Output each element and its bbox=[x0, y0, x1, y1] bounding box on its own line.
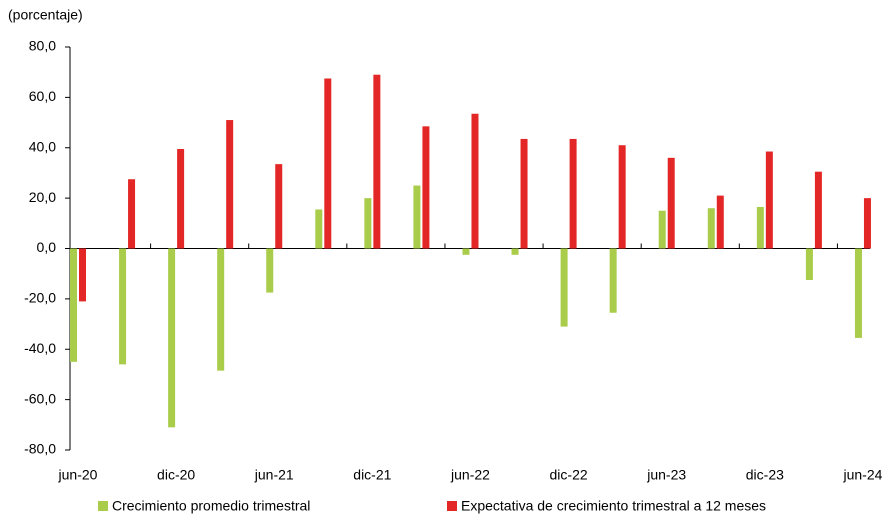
legend-swatch bbox=[447, 501, 457, 511]
bar bbox=[618, 145, 626, 249]
bar bbox=[658, 210, 666, 249]
bar bbox=[667, 157, 675, 249]
x-tick-label: dic-22 bbox=[550, 467, 588, 483]
bar bbox=[560, 248, 568, 327]
bar bbox=[756, 206, 764, 249]
y-tick-label: -40,0 bbox=[24, 340, 56, 356]
bar bbox=[373, 74, 381, 249]
bar bbox=[413, 185, 421, 249]
bar bbox=[814, 171, 822, 249]
bar bbox=[854, 248, 862, 338]
y-tick-label: 80,0 bbox=[29, 38, 56, 54]
bar bbox=[765, 151, 773, 249]
bar bbox=[511, 248, 519, 255]
bar bbox=[79, 248, 86, 302]
y-tick-label: -60,0 bbox=[24, 390, 56, 406]
bar bbox=[520, 138, 528, 249]
x-tick-label: dic-20 bbox=[157, 467, 195, 483]
chart-title: (porcentaje) bbox=[8, 7, 83, 23]
x-tick-label: dic-21 bbox=[353, 467, 391, 483]
y-tick-label: 40,0 bbox=[29, 138, 56, 154]
bar bbox=[462, 248, 470, 255]
x-tick-label: jun-21 bbox=[254, 467, 294, 483]
bar bbox=[177, 149, 185, 249]
bar bbox=[226, 120, 234, 249]
y-tick-label: -80,0 bbox=[24, 441, 56, 457]
bar bbox=[422, 126, 430, 249]
bar bbox=[119, 248, 127, 365]
bar bbox=[217, 248, 225, 371]
bar bbox=[707, 208, 715, 249]
x-tick-label: jun-24 bbox=[842, 467, 882, 483]
legend-label: Crecimiento promedio trimestral bbox=[112, 498, 310, 514]
bar bbox=[70, 248, 77, 362]
bar bbox=[266, 248, 274, 293]
legend-label: Expectativa de crecimiento trimestral a … bbox=[461, 498, 766, 514]
bar bbox=[315, 209, 323, 249]
bar bbox=[275, 164, 283, 249]
x-tick-label: jun-22 bbox=[450, 467, 490, 483]
bar bbox=[168, 248, 176, 428]
x-tick-label: jun-23 bbox=[646, 467, 686, 483]
bar bbox=[805, 248, 813, 280]
y-tick-label: 60,0 bbox=[29, 88, 56, 104]
bar bbox=[364, 198, 372, 249]
y-tick-label: 0,0 bbox=[37, 239, 57, 255]
bar bbox=[609, 248, 617, 313]
y-tick-label: -20,0 bbox=[24, 290, 56, 306]
bar bbox=[863, 198, 871, 249]
bar bbox=[471, 113, 479, 249]
bar bbox=[716, 195, 724, 249]
bar bbox=[569, 138, 577, 249]
legend-swatch bbox=[98, 501, 108, 511]
bar bbox=[128, 179, 136, 249]
x-tick-label: dic-23 bbox=[746, 467, 784, 483]
y-tick-label: 20,0 bbox=[29, 189, 56, 205]
bar bbox=[324, 78, 332, 249]
x-tick-label: jun-20 bbox=[58, 467, 98, 483]
